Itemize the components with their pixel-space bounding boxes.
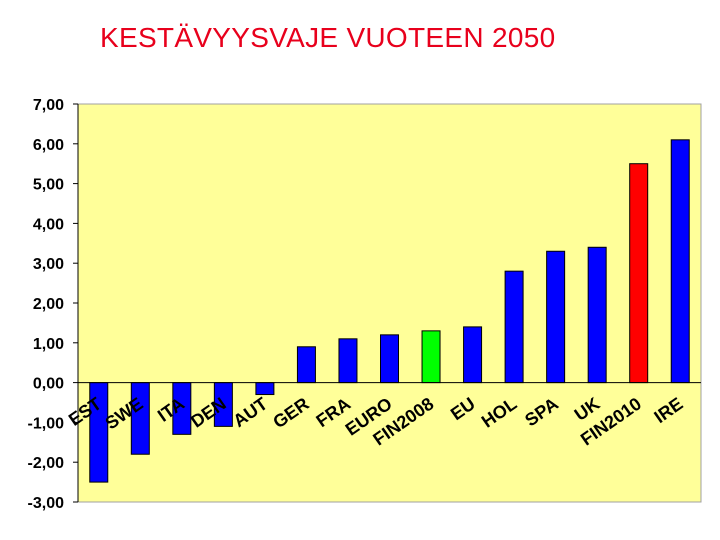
bar-eu	[463, 326, 483, 384]
bar-ire	[670, 139, 690, 384]
y-tick-label: 7,00	[33, 97, 64, 114]
chart-title: KESTÄVYYSVAJE VUOTEEN 2050	[100, 22, 556, 53]
y-axis-ticks: 7,00 6,00 5,00 4,00 3,00 2,00 1,00 0,00 -1,00 -2,…	[28, 97, 78, 512]
bar-fra	[338, 338, 358, 384]
bar-spa	[546, 250, 566, 384]
bars	[89, 139, 690, 483]
y-tick-label: 4,00	[33, 216, 64, 233]
y-tick-label: 0,00	[33, 376, 64, 393]
y-tick-label: 6,00	[33, 137, 64, 154]
y-tick-label: 3,00	[33, 256, 64, 273]
y-tick-label: -1,00	[28, 415, 65, 432]
bar-ger	[296, 346, 316, 384]
y-tick-label: 2,00	[33, 296, 64, 313]
y-tick-label: -3,00	[28, 495, 65, 512]
bar-fin2010	[629, 163, 649, 384]
bar-aut	[255, 382, 275, 396]
bar-hol	[504, 270, 524, 384]
bar-uk	[587, 246, 607, 384]
y-tick-label: 5,00	[33, 177, 64, 194]
y-tick-label: 1,00	[33, 336, 64, 353]
y-tick-label: -2,00	[28, 455, 65, 472]
bar-fin2008	[421, 330, 441, 384]
bar-euro	[380, 334, 399, 384]
